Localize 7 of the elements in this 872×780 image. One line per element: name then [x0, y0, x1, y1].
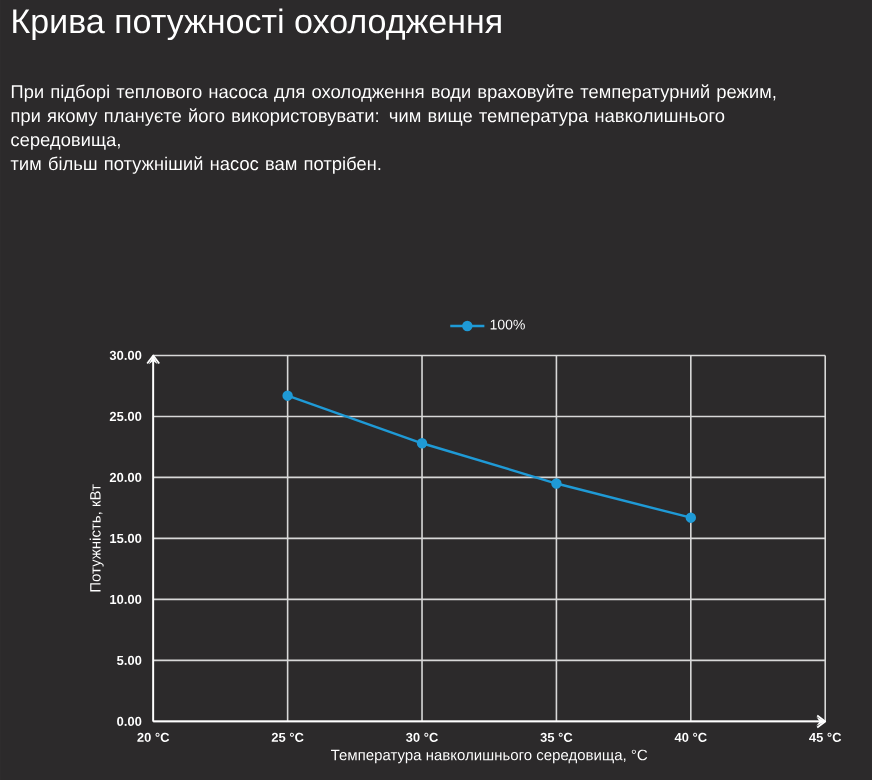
chart-subtitle: При підборі теплового насоса для охолодження води враховуйте температурний режим, при якому плануєте його використовувати: чим вище температура навколишнього середовища,	[11, 84, 776, 150]
point	[282, 390, 293, 401]
chart-title: Крива потужності охолодження	[13, 8, 501, 41]
point	[685, 512, 697, 523]
point	[416, 438, 428, 449]
point	[551, 478, 562, 489]
text: тим більш потужніший насос вам потрібен.	[10, 156, 381, 174]
